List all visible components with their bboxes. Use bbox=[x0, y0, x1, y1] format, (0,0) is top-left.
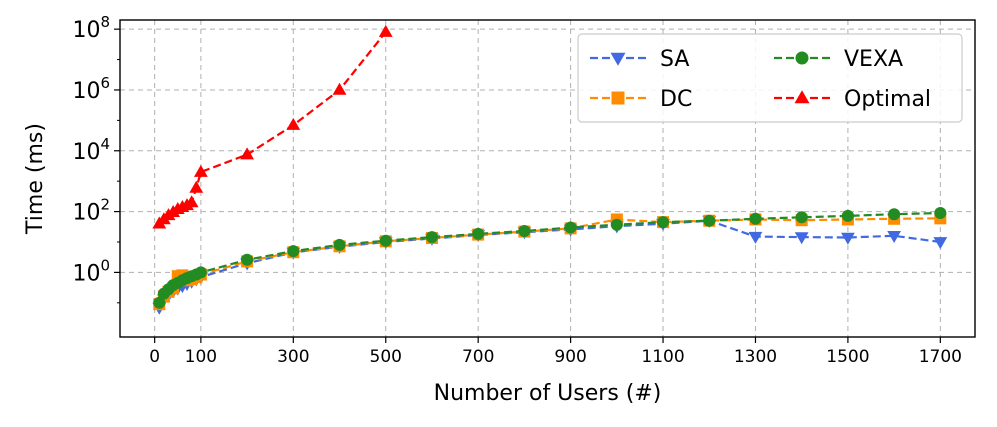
data-point-optimal bbox=[189, 180, 204, 193]
x-tick-label: 100 bbox=[185, 347, 217, 367]
data-point-vexa bbox=[472, 227, 485, 240]
x-tick-label: 900 bbox=[554, 347, 586, 367]
series-layer bbox=[152, 24, 948, 315]
x-tick-label: 700 bbox=[462, 347, 494, 367]
data-point-optimal bbox=[193, 164, 208, 177]
y-axis-title: Time (ms) bbox=[23, 123, 48, 235]
legend-marker bbox=[794, 90, 810, 104]
y-tick-label: 102 bbox=[72, 196, 110, 226]
y-tick-label: 106 bbox=[72, 74, 110, 104]
y-axis: 100 102 104 106 108 bbox=[72, 13, 120, 304]
data-point-sa bbox=[841, 232, 855, 245]
data-point-vexa bbox=[153, 296, 166, 309]
data-point-vexa bbox=[795, 211, 808, 224]
x-axis-title: Number of Users (#) bbox=[434, 381, 662, 406]
y-tick-label: 104 bbox=[72, 135, 110, 165]
data-point-vexa bbox=[425, 231, 438, 244]
series-line-sa bbox=[158, 219, 941, 309]
series-line-optimal bbox=[158, 31, 387, 225]
x-tick-label: 500 bbox=[370, 347, 402, 367]
legend-item-dc: DC bbox=[590, 87, 692, 112]
y-tick-label: 100 bbox=[72, 256, 110, 286]
data-point-vexa bbox=[610, 218, 623, 231]
data-point-vexa bbox=[888, 208, 901, 221]
data-point-optimal bbox=[378, 24, 393, 37]
data-point-sa bbox=[794, 232, 809, 245]
x-tick-label: 300 bbox=[277, 347, 309, 367]
data-point-vexa bbox=[287, 245, 300, 258]
data-point-vexa bbox=[934, 206, 947, 219]
x-tick-label: 1300 bbox=[734, 347, 777, 367]
legend-marker bbox=[611, 91, 625, 105]
legend-label: Optimal bbox=[844, 87, 931, 112]
legend-item-optimal: Optimal bbox=[774, 87, 931, 112]
data-point-vexa bbox=[194, 266, 207, 279]
legend-item-sa: SA bbox=[590, 47, 689, 72]
y-tick-label: 108 bbox=[72, 13, 110, 43]
legend-marker bbox=[795, 51, 809, 65]
legend-label: SA bbox=[660, 47, 689, 72]
legend-box bbox=[577, 33, 963, 123]
x-tick-label: 1100 bbox=[641, 347, 684, 367]
data-point-vexa bbox=[333, 238, 346, 251]
data-point-vexa bbox=[379, 234, 392, 247]
data-point-vexa bbox=[657, 216, 670, 229]
data-point-sa bbox=[933, 237, 948, 250]
data-point-optimal bbox=[184, 195, 199, 208]
data-point-optimal bbox=[332, 82, 347, 95]
series-line-vexa bbox=[158, 211, 941, 304]
legend-item-vexa: VEXA bbox=[774, 47, 903, 72]
x-tick-label: 0 bbox=[149, 347, 160, 367]
data-point-vexa bbox=[841, 209, 854, 222]
data-point-optimal bbox=[240, 147, 254, 160]
data-point-optimal bbox=[286, 117, 301, 130]
series-vexa bbox=[153, 206, 947, 309]
legend-label: DC bbox=[660, 87, 692, 112]
data-point-vexa bbox=[749, 212, 762, 225]
data-point-sa bbox=[887, 230, 902, 243]
x-axis: 0 100 300 500 700 900 1100 1300 1500 1700 bbox=[149, 337, 962, 367]
series-line-dc bbox=[158, 217, 941, 305]
legend-label: VEXA bbox=[844, 47, 903, 72]
legend: SA DC VEXA Optimal bbox=[577, 33, 963, 123]
x-tick-label: 1500 bbox=[826, 347, 869, 367]
series-optimal bbox=[152, 24, 393, 229]
data-point-vexa bbox=[703, 214, 716, 227]
data-point-vexa bbox=[564, 221, 577, 234]
data-point-sa bbox=[748, 231, 763, 244]
legend-marker bbox=[610, 52, 626, 66]
series-dc bbox=[153, 212, 947, 311]
data-point-vexa bbox=[518, 224, 531, 237]
plot-frame bbox=[119, 19, 976, 338]
grid bbox=[120, 20, 975, 337]
x-tick-label: 1700 bbox=[919, 347, 962, 367]
data-point-vexa bbox=[241, 253, 254, 266]
